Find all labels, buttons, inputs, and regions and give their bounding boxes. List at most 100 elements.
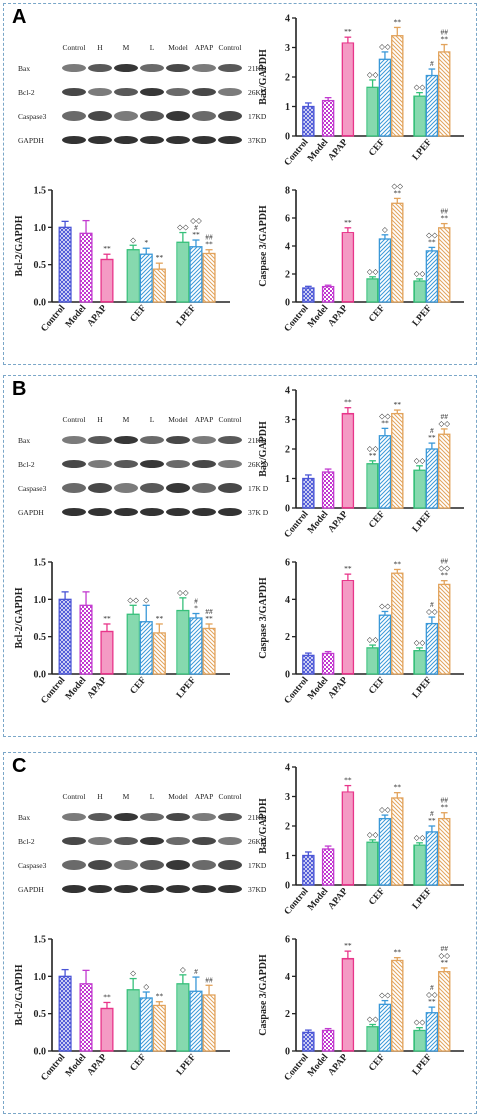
- y-tick-label: 4: [285, 972, 290, 983]
- bar-lpef-l: [202, 627, 216, 675]
- y-tick-label: 0: [285, 1047, 290, 1058]
- bar-lpef-h: [176, 983, 190, 1052]
- blot-band: [62, 837, 86, 845]
- bar-apap: [341, 580, 355, 675]
- y-tick-label: 0.5: [34, 632, 47, 643]
- bar-cef-m: [139, 621, 153, 675]
- y-axis-label: Bax/GAPDH: [258, 798, 269, 854]
- band-kd: 37K D: [248, 508, 269, 517]
- lane-label: APAP: [195, 792, 214, 801]
- bar-cef-l: [391, 572, 404, 675]
- category-label: LPEF: [411, 303, 434, 328]
- bar-cef-l: [152, 268, 166, 303]
- lane-label: H: [97, 415, 103, 424]
- bar-cef-h: [126, 249, 140, 303]
- blot-band: [88, 837, 112, 845]
- lane-label: Control: [63, 792, 86, 801]
- bar-lpef-h: [413, 650, 426, 675]
- significance-mark: **: [344, 776, 352, 785]
- category-label: APAP: [327, 137, 351, 162]
- y-tick-label: 4: [285, 242, 290, 253]
- y-tick-label: 0: [285, 504, 290, 515]
- blot-band: [88, 64, 112, 72]
- significance-mark: #: [194, 597, 198, 606]
- significance-mark: ◇◇: [367, 267, 380, 276]
- category-label: CEF: [367, 303, 387, 324]
- y-tick-label: 6: [285, 214, 290, 225]
- category-label: LPEF: [411, 675, 434, 700]
- y-tick-label: 1.5: [34, 186, 47, 197]
- y-axis-label: Caspase 3/GAPDH: [258, 205, 269, 287]
- significance-mark: ◇◇: [426, 607, 439, 616]
- blot-band: [62, 813, 86, 821]
- bar-model: [79, 604, 93, 675]
- y-tick-label: 2: [285, 822, 290, 833]
- bar-chart-bax-gapdh: 01234Bax/GAPDHControlModel**APAP◇◇◇◇**CE…: [258, 14, 464, 168]
- bar-control: [302, 105, 315, 137]
- bar-control: [58, 598, 72, 675]
- blot-band: [218, 813, 242, 821]
- lane-label: L: [150, 415, 155, 424]
- band-name: Bax: [18, 436, 30, 445]
- y-tick-label: 4: [285, 14, 290, 25]
- band-kd: 26KD: [248, 837, 267, 846]
- blot-band: [218, 111, 242, 121]
- bar-cef-m: [378, 614, 392, 675]
- category-label: CEF: [367, 1052, 387, 1073]
- category-label: CEF: [129, 303, 149, 324]
- blot-band: [62, 460, 86, 468]
- blot-band: [88, 508, 112, 516]
- bar-lpef-m: [425, 831, 439, 886]
- bar-cef-l: [391, 959, 404, 1052]
- significance-mark: **: [192, 230, 200, 239]
- significance-mark: #: [430, 809, 434, 818]
- significance-mark: **: [344, 27, 352, 36]
- blot-band: [114, 837, 138, 845]
- y-tick-label: 6: [285, 935, 290, 946]
- y-tick-label: 0.5: [34, 260, 47, 271]
- lane-label: Control: [63, 43, 86, 52]
- blot-band: [62, 885, 86, 893]
- blot-band: [140, 111, 164, 121]
- lane-label: Control: [219, 792, 242, 801]
- blot-band: [114, 885, 138, 893]
- significance-mark: **: [394, 783, 402, 792]
- bar-model: [79, 232, 93, 303]
- y-tick-label: 2: [285, 73, 290, 84]
- lane-label: H: [97, 792, 103, 801]
- bar-cef-m: [139, 997, 153, 1052]
- blot-band: [192, 436, 216, 444]
- category-label: CEF: [367, 137, 387, 158]
- blot-band: [88, 813, 112, 821]
- blot-band: [114, 64, 138, 72]
- y-tick-label: 2: [285, 632, 290, 643]
- band-name: Bax: [18, 813, 30, 822]
- band-kd: 17KD: [248, 861, 267, 870]
- blot-band: [62, 136, 86, 144]
- bar-cef-h: [126, 613, 140, 675]
- significance-mark: #: [430, 600, 434, 609]
- lane-label: Model: [168, 415, 188, 424]
- y-tick-label: 6: [285, 558, 290, 569]
- blot-band: [114, 136, 138, 144]
- bar-lpef-m: [189, 246, 203, 303]
- blot-band: [166, 813, 190, 821]
- significance-mark: ◇: [143, 982, 150, 991]
- significance-mark: ◇: [130, 235, 137, 244]
- blot-band: [88, 88, 112, 96]
- blot-band: [192, 64, 216, 72]
- lane-label: APAP: [195, 43, 214, 52]
- y-tick-label: 4: [285, 386, 290, 397]
- blot-band: [88, 460, 112, 468]
- band-kd: 37KD: [248, 136, 267, 145]
- bar-apap: [100, 1007, 114, 1052]
- band-kd: 17K D: [248, 484, 269, 493]
- blot-band: [88, 483, 112, 493]
- y-tick-label: 3: [285, 43, 290, 54]
- bar-chart-bax-gapdh: 01234Bax/GAPDHControlModel**APAP◇◇**◇◇**…: [258, 386, 464, 540]
- y-tick-label: 1.5: [34, 558, 47, 569]
- bar-control: [58, 226, 72, 303]
- blot-band: [62, 860, 86, 870]
- blot-band: [140, 64, 164, 72]
